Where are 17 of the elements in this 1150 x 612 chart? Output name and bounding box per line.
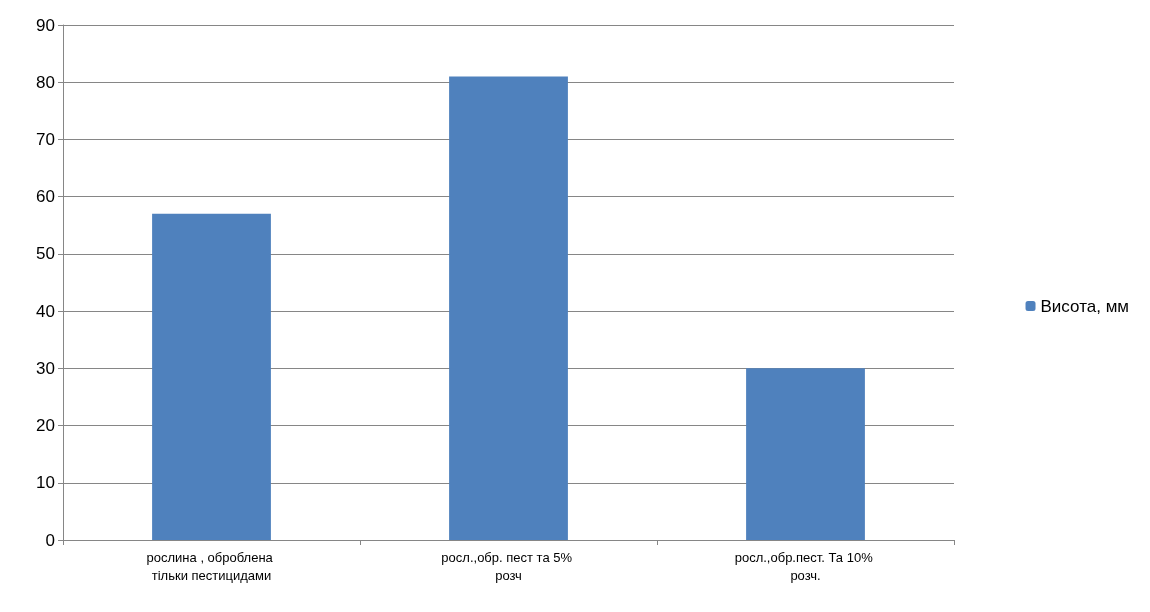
bar xyxy=(152,213,271,540)
y-tick-label: 40 xyxy=(36,301,55,321)
y-tick-label: 90 xyxy=(36,15,55,35)
y-tick-label: 70 xyxy=(36,129,55,149)
x-tick-label: росл.,обр. пест та 5% розч xyxy=(441,549,576,583)
y-tick-label: 80 xyxy=(36,72,55,92)
x-tick-label: рослина , оброблена тільки пестицидами xyxy=(146,549,277,583)
y-tick-label: 20 xyxy=(36,416,55,436)
legend-label: Висота, мм xyxy=(1040,296,1130,316)
x-tick-label: росл.,обр.пест. Та 10% розч. xyxy=(734,549,877,583)
y-tick-label: 10 xyxy=(36,473,55,493)
bar xyxy=(449,76,568,540)
y-tick-label: 50 xyxy=(36,244,55,264)
bar xyxy=(746,368,865,540)
y-tick-label: 0 xyxy=(45,530,55,550)
y-tick-label: 30 xyxy=(36,358,55,378)
y-tick-label: 60 xyxy=(36,187,55,207)
